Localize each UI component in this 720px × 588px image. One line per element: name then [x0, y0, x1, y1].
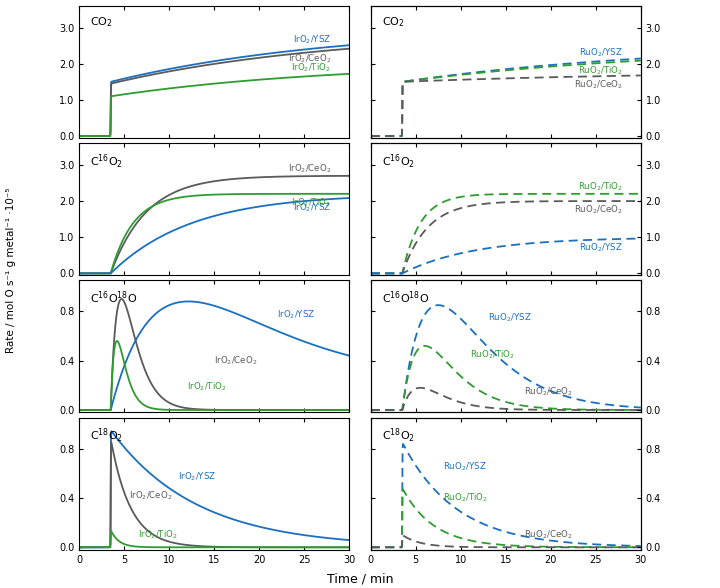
Text: IrO$_2$/TiO$_2$: IrO$_2$/TiO$_2$ — [292, 61, 331, 74]
Text: RuO$_2$/TiO$_2$: RuO$_2$/TiO$_2$ — [577, 181, 623, 193]
Text: C$^{18}$O$_2$: C$^{18}$O$_2$ — [90, 427, 123, 445]
Text: RuO$_2$/YSZ: RuO$_2$/YSZ — [443, 461, 487, 473]
Text: IrO$_2$/YSZ: IrO$_2$/YSZ — [179, 470, 217, 483]
Text: RuO$_2$/TiO$_2$: RuO$_2$/TiO$_2$ — [470, 348, 515, 360]
Text: IrO$_2$/YSZ: IrO$_2$/YSZ — [293, 34, 331, 46]
Text: RuO$_2$/CeO$_2$: RuO$_2$/CeO$_2$ — [574, 204, 623, 216]
Text: RuO$_2$/YSZ: RuO$_2$/YSZ — [579, 242, 623, 254]
Text: IrO$_2$/TiO$_2$: IrO$_2$/TiO$_2$ — [187, 380, 227, 393]
Text: RuO$_2$/TiO$_2$: RuO$_2$/TiO$_2$ — [443, 492, 488, 504]
Text: C$^{16}$O$_2$: C$^{16}$O$_2$ — [382, 152, 415, 171]
Text: IrO$_2$/TiO$_2$: IrO$_2$/TiO$_2$ — [138, 529, 178, 541]
Text: RuO$_2$/CeO$_2$: RuO$_2$/CeO$_2$ — [523, 529, 572, 541]
Text: Time / min: Time / min — [327, 572, 393, 585]
Text: C$^{16}$O$_2$: C$^{16}$O$_2$ — [90, 152, 123, 171]
Text: CO$_2$: CO$_2$ — [382, 15, 405, 29]
Text: C$^{18}$O$_2$: C$^{18}$O$_2$ — [382, 427, 415, 445]
Text: IrO$_2$/CeO$_2$: IrO$_2$/CeO$_2$ — [129, 489, 172, 502]
Text: C$^{16}$O$^{18}$O: C$^{16}$O$^{18}$O — [90, 290, 138, 306]
Text: RuO$_2$/TiO$_2$: RuO$_2$/TiO$_2$ — [577, 64, 623, 76]
Text: RuO$_2$/YSZ: RuO$_2$/YSZ — [579, 46, 623, 59]
Text: RuO$_2$/YSZ: RuO$_2$/YSZ — [488, 311, 531, 323]
Text: IrO$_2$/YSZ: IrO$_2$/YSZ — [293, 202, 331, 215]
Text: RuO$_2$/CeO$_2$: RuO$_2$/CeO$_2$ — [574, 78, 623, 91]
Text: IrO$_2$/CeO$_2$: IrO$_2$/CeO$_2$ — [288, 52, 331, 65]
Text: IrO$_2$/TiO$_2$: IrO$_2$/TiO$_2$ — [292, 197, 331, 209]
Text: Rate / mol O s⁻¹ g metal⁻¹ ·10⁻⁵: Rate / mol O s⁻¹ g metal⁻¹ ·10⁻⁵ — [6, 188, 16, 353]
Text: RuO$_2$/CeO$_2$: RuO$_2$/CeO$_2$ — [523, 385, 572, 397]
Text: IrO$_2$/CeO$_2$: IrO$_2$/CeO$_2$ — [215, 355, 258, 367]
Text: C$^{16}$O$^{18}$O: C$^{16}$O$^{18}$O — [382, 290, 429, 306]
Text: CO$_2$: CO$_2$ — [90, 15, 113, 29]
Text: IrO$_2$/CeO$_2$: IrO$_2$/CeO$_2$ — [288, 162, 331, 175]
Text: IrO$_2$/YSZ: IrO$_2$/YSZ — [277, 309, 315, 321]
